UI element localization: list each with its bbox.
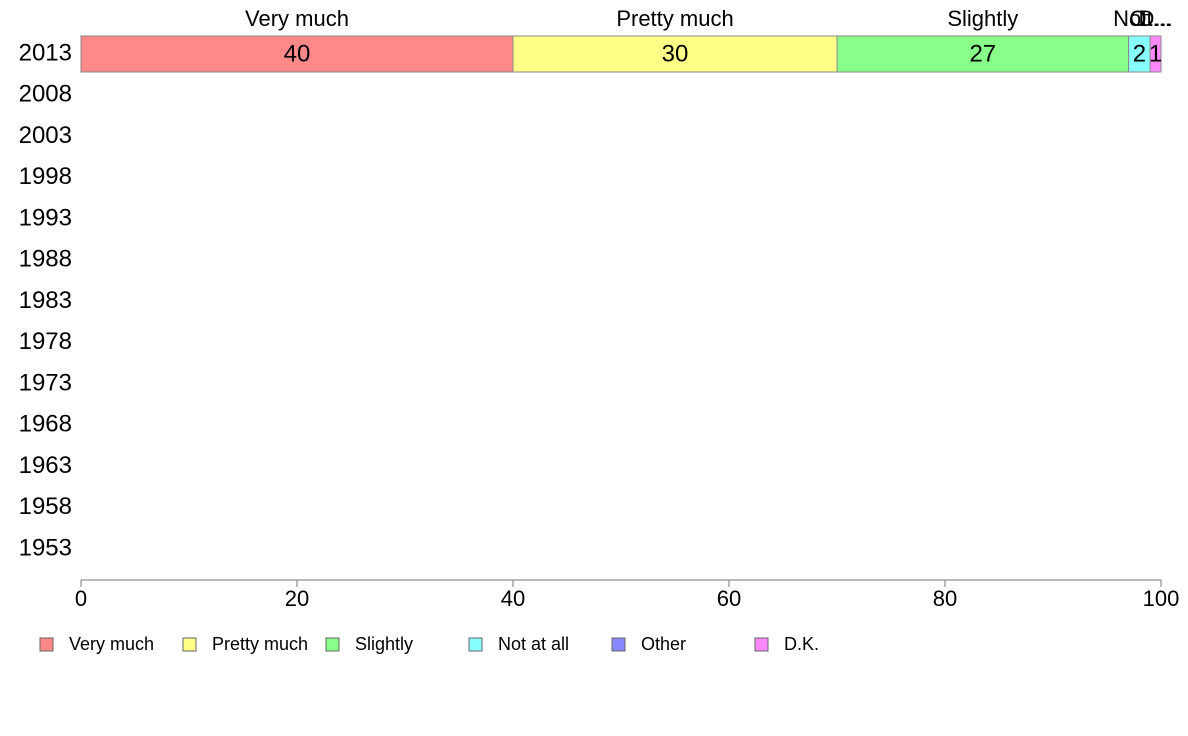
category-header: Pretty much — [616, 6, 733, 31]
year-label: 2008 — [19, 81, 72, 108]
legend-swatch — [468, 637, 483, 652]
legend-swatch — [182, 637, 197, 652]
year-label: 1978 — [19, 328, 72, 355]
legend-label: Very much — [69, 634, 154, 654]
x-tick-label: 100 — [1143, 586, 1180, 611]
year-label: 1968 — [19, 411, 72, 438]
bar-segment — [1149, 35, 1162, 73]
year-label: 1993 — [19, 204, 72, 231]
year-label: 1998 — [19, 163, 72, 190]
data-label: 27 — [969, 41, 996, 68]
legend-swatch — [39, 637, 54, 652]
year-axis-labels: 2013 2008 2003 1998 1993 1988 1983 1978 1973 1968… — [19, 39, 72, 561]
bar-segments — [80, 35, 1162, 73]
legend-swatch — [325, 637, 340, 652]
bar-segment — [80, 35, 514, 73]
year-label: 2003 — [19, 122, 72, 149]
year-label: 1953 — [19, 534, 72, 561]
legend-swatch — [754, 637, 769, 652]
legend-label: Not at all — [498, 634, 569, 654]
legend-label: Pretty much — [212, 634, 308, 654]
category-header: Not... — [1113, 6, 1166, 31]
data-label: 1 — [1149, 41, 1162, 68]
year-label: 1958 — [19, 493, 72, 520]
data-labels: 40 30 27 2 1 — [284, 41, 1163, 68]
legend-label: Other — [641, 634, 686, 654]
year-label: 1963 — [19, 452, 72, 479]
category-headers: Very much Pretty much Slightly Not...Ot...D… — [245, 6, 1173, 31]
year-label: 1973 — [19, 369, 72, 396]
year-label: 2013 — [19, 39, 72, 66]
data-label: 2 — [1133, 41, 1146, 68]
data-label: 40 — [284, 41, 311, 68]
x-axis: 0 20 40 60 80 100 — [75, 579, 1180, 611]
x-tick-label: 20 — [285, 586, 309, 611]
legend-swatch — [611, 637, 626, 652]
category-header: Slightly — [947, 6, 1018, 31]
legend-label: D.K. — [784, 634, 819, 654]
category-header: D... — [1138, 6, 1172, 31]
data-label: 30 — [662, 41, 689, 68]
x-tick-label: 40 — [501, 586, 525, 611]
x-tick-label: 80 — [933, 586, 957, 611]
x-tick-label: 60 — [717, 586, 741, 611]
category-header: Very much — [245, 6, 349, 31]
year-label: 1988 — [19, 246, 72, 273]
x-tick-label: 0 — [75, 586, 87, 611]
legend-label: Slightly — [355, 634, 413, 654]
legend: Very much Pretty much Slightly Not at all Ot… — [39, 634, 819, 654]
category-header: Ot... — [1129, 6, 1171, 31]
year-label: 1983 — [19, 287, 72, 314]
